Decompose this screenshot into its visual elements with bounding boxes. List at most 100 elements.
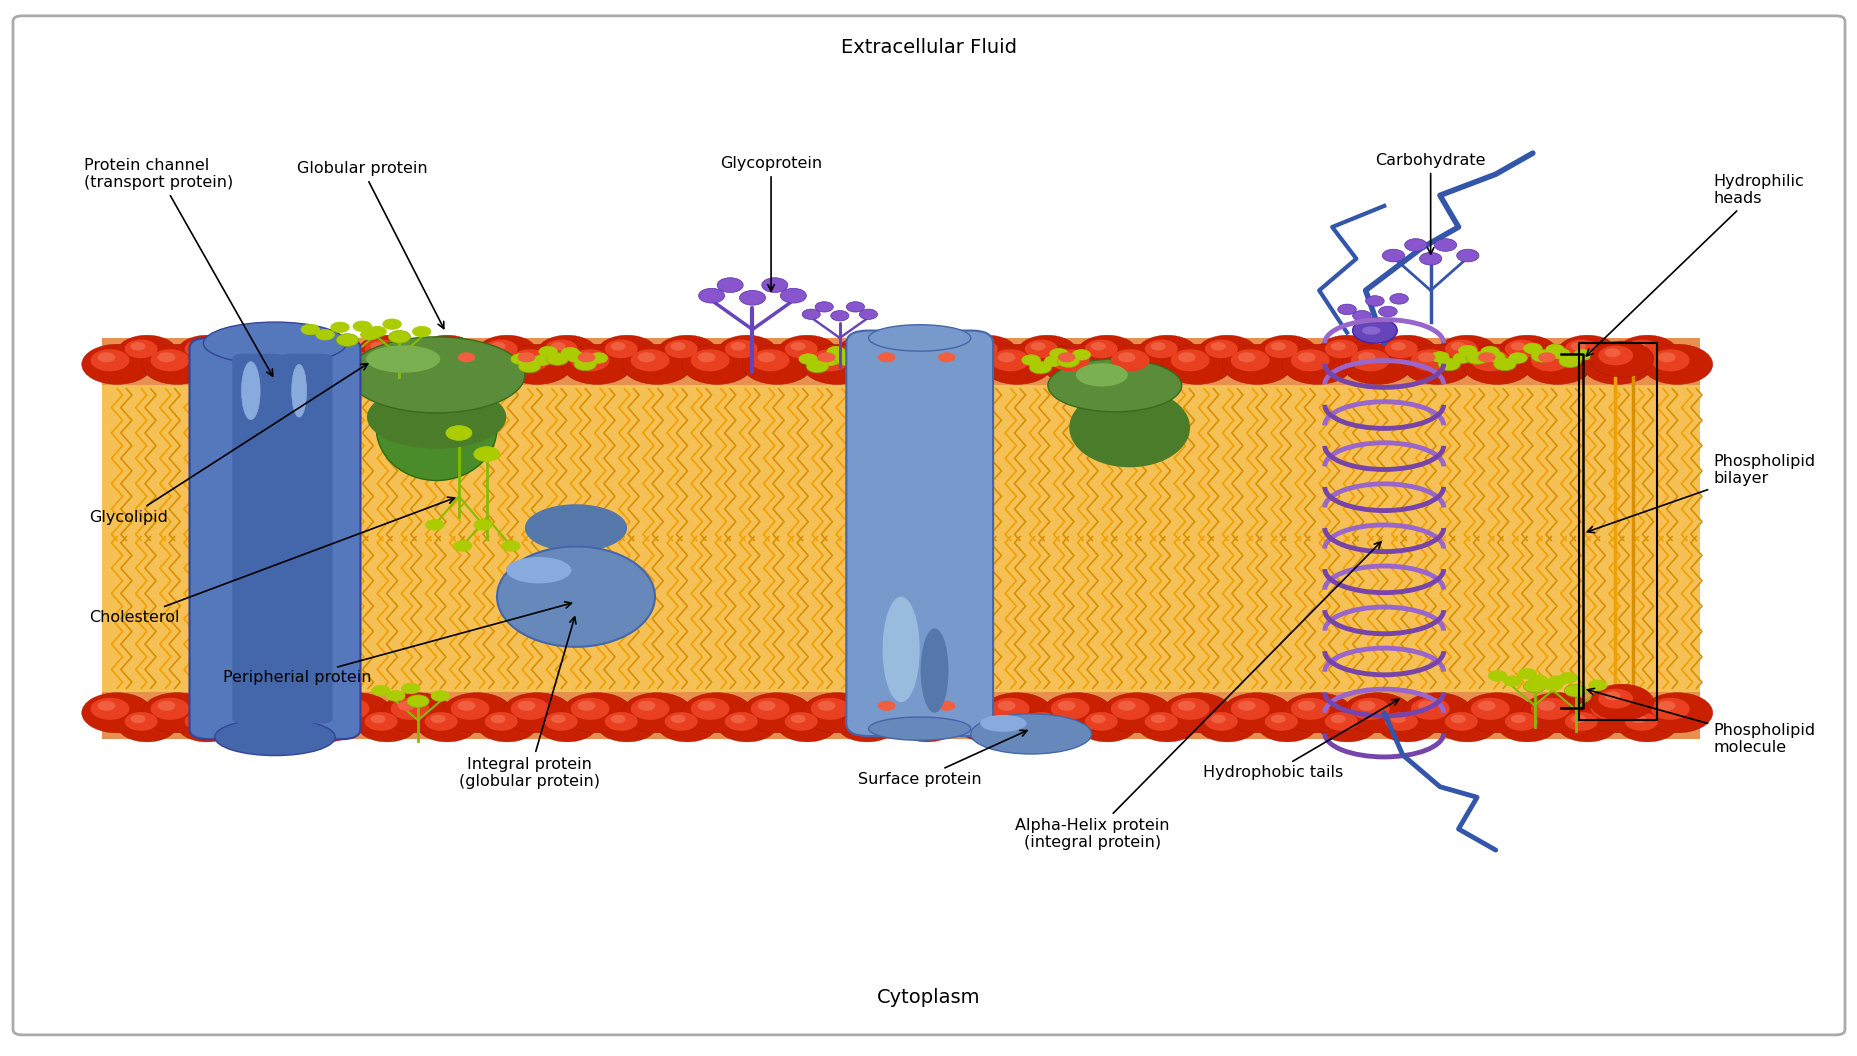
FancyBboxPatch shape	[845, 331, 992, 736]
Ellipse shape	[921, 628, 947, 713]
Circle shape	[1317, 708, 1376, 742]
Circle shape	[611, 715, 626, 723]
Circle shape	[561, 693, 631, 733]
Circle shape	[357, 708, 416, 742]
Circle shape	[964, 339, 997, 358]
Text: Phospholipid
bilayer: Phospholipid bilayer	[1586, 454, 1814, 532]
Circle shape	[336, 334, 358, 346]
Circle shape	[550, 715, 565, 723]
Circle shape	[910, 342, 925, 351]
Ellipse shape	[498, 547, 654, 646]
Circle shape	[210, 698, 249, 720]
Circle shape	[717, 708, 776, 742]
Circle shape	[518, 360, 540, 373]
Text: Phospholipid
molecule: Phospholipid molecule	[1586, 689, 1814, 755]
Circle shape	[176, 335, 238, 370]
Circle shape	[1136, 708, 1196, 742]
Circle shape	[297, 708, 357, 742]
Circle shape	[1461, 693, 1532, 733]
Circle shape	[1144, 339, 1177, 358]
Circle shape	[217, 701, 236, 711]
Circle shape	[871, 698, 910, 720]
Circle shape	[176, 708, 238, 742]
Circle shape	[1177, 353, 1194, 362]
Ellipse shape	[882, 597, 919, 702]
Text: Surface protein: Surface protein	[858, 731, 1027, 787]
Circle shape	[990, 350, 1029, 372]
Ellipse shape	[366, 345, 440, 373]
Circle shape	[670, 342, 685, 351]
Text: Hydrophilic
heads: Hydrophilic heads	[1586, 174, 1803, 356]
Circle shape	[657, 708, 717, 742]
Circle shape	[1341, 344, 1411, 384]
Circle shape	[1538, 701, 1554, 711]
Circle shape	[485, 712, 518, 731]
Circle shape	[1203, 712, 1237, 731]
Circle shape	[1604, 692, 1619, 700]
Circle shape	[238, 335, 297, 370]
Circle shape	[665, 712, 698, 731]
Circle shape	[904, 712, 938, 731]
Circle shape	[310, 342, 325, 351]
Circle shape	[1597, 701, 1616, 711]
Circle shape	[277, 353, 295, 362]
Circle shape	[604, 339, 637, 358]
Circle shape	[383, 693, 451, 733]
Circle shape	[698, 288, 724, 303]
Text: Glycoprotein: Glycoprotein	[721, 156, 821, 291]
Circle shape	[1389, 294, 1408, 304]
Circle shape	[98, 353, 115, 362]
Circle shape	[1625, 712, 1656, 731]
Circle shape	[1402, 693, 1473, 733]
Circle shape	[851, 715, 865, 723]
Circle shape	[897, 708, 956, 742]
Circle shape	[1265, 712, 1298, 731]
Circle shape	[1569, 342, 1586, 351]
Circle shape	[533, 355, 552, 365]
FancyBboxPatch shape	[189, 338, 360, 739]
Ellipse shape	[390, 391, 446, 433]
Circle shape	[969, 715, 986, 723]
Circle shape	[511, 698, 550, 720]
Circle shape	[1118, 353, 1135, 362]
Circle shape	[622, 344, 693, 384]
Circle shape	[1452, 353, 1471, 363]
Circle shape	[956, 335, 1018, 370]
Circle shape	[858, 309, 877, 319]
Circle shape	[442, 693, 513, 733]
Circle shape	[1517, 668, 1536, 679]
Circle shape	[1450, 342, 1465, 351]
Circle shape	[425, 712, 457, 731]
Circle shape	[1419, 252, 1441, 265]
Circle shape	[416, 335, 477, 370]
Circle shape	[1051, 698, 1088, 720]
Circle shape	[1352, 318, 1396, 343]
Circle shape	[1530, 698, 1569, 720]
Circle shape	[1136, 335, 1196, 370]
Circle shape	[297, 335, 357, 370]
Circle shape	[750, 350, 789, 372]
Circle shape	[750, 698, 789, 720]
Circle shape	[316, 329, 334, 340]
Circle shape	[1564, 684, 1586, 697]
Circle shape	[364, 339, 397, 358]
Text: Hydrophobic tails: Hydrophobic tails	[1201, 699, 1398, 780]
Circle shape	[561, 344, 631, 384]
Circle shape	[1057, 353, 1075, 362]
Circle shape	[1383, 339, 1417, 358]
Circle shape	[501, 541, 520, 551]
Circle shape	[262, 344, 332, 384]
Circle shape	[1084, 339, 1118, 358]
Circle shape	[474, 520, 492, 530]
Circle shape	[845, 339, 877, 358]
Circle shape	[1237, 353, 1255, 362]
Circle shape	[150, 698, 189, 720]
Circle shape	[150, 350, 189, 372]
Circle shape	[1170, 350, 1209, 372]
Circle shape	[1049, 348, 1068, 359]
Circle shape	[622, 693, 693, 733]
Circle shape	[537, 335, 596, 370]
Circle shape	[578, 353, 594, 362]
Circle shape	[1508, 353, 1526, 363]
Circle shape	[1556, 708, 1616, 742]
